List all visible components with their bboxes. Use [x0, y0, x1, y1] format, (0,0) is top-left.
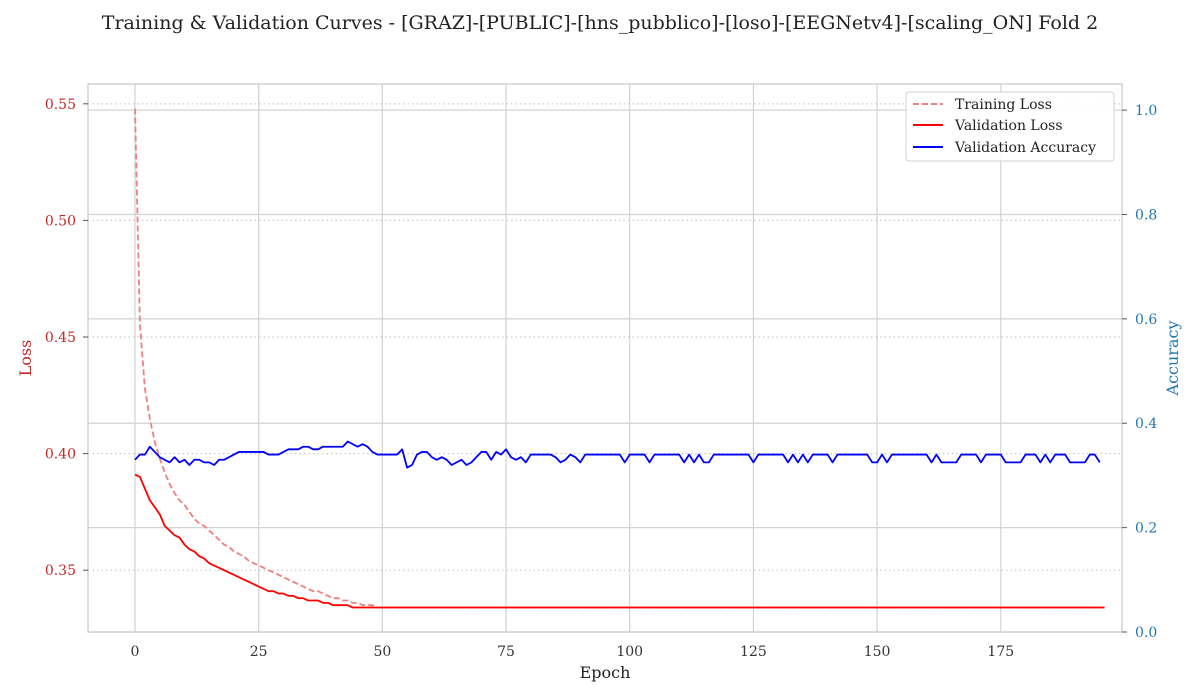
x-tick-label: 25	[250, 644, 268, 660]
legend-label-validation-accuracy: Validation Accuracy	[954, 140, 1096, 156]
y-right-tick-label: 0.0	[1135, 625, 1157, 641]
x-tick-label: 0	[131, 644, 140, 660]
legend: Training Loss Validation Loss Validation…	[905, 91, 1115, 162]
x-axis-label: Epoch	[580, 663, 631, 682]
validation-loss-line	[134, 473, 1105, 609]
y-left-tick-label: 0.35	[45, 563, 76, 579]
validation-accuracy-line	[134, 440, 1101, 469]
y-left-tick-label: 0.55	[45, 97, 76, 113]
y-right-tick-label: 1.0	[1135, 103, 1157, 119]
grid-layer	[88, 84, 1122, 633]
series-layer	[134, 108, 1105, 609]
plot-frame	[87, 83, 1123, 633]
y-right-tick-label: 0.8	[1135, 207, 1157, 223]
x-tick-label: 150	[864, 644, 891, 660]
x-tick-label: 50	[373, 644, 391, 660]
legend-box	[905, 91, 1115, 162]
legend-label-validation-loss: Validation Loss	[954, 118, 1063, 134]
axis-layer: 0 25 50 75 100 125 150 175 0.0 0.2 0.4 0.6 0.8 1.0 0.3…	[45, 97, 1158, 660]
y-left-tick-label: 0.45	[45, 330, 76, 346]
chart-title: Training & Validation Curves - [GRAZ]-[P…	[102, 12, 1098, 34]
x-tick-label: 75	[497, 644, 515, 660]
y-right-tick-label: 0.6	[1135, 312, 1157, 328]
y-axis-right-label: Accuracy	[1163, 321, 1182, 397]
training-loss-line	[134, 108, 1100, 609]
y-axis-left-label: Loss	[16, 340, 35, 377]
y-left-tick-label: 0.50	[45, 213, 76, 229]
y-right-tick-label: 0.2	[1135, 521, 1157, 537]
legend-label-training-loss: Training Loss	[955, 97, 1052, 113]
y-right-tick-label: 0.4	[1135, 416, 1157, 432]
x-tick-label: 175	[987, 644, 1014, 660]
x-tick-label: 100	[616, 644, 643, 660]
x-tick-label: 125	[740, 644, 767, 660]
y-left-tick-label: 0.40	[45, 447, 76, 463]
